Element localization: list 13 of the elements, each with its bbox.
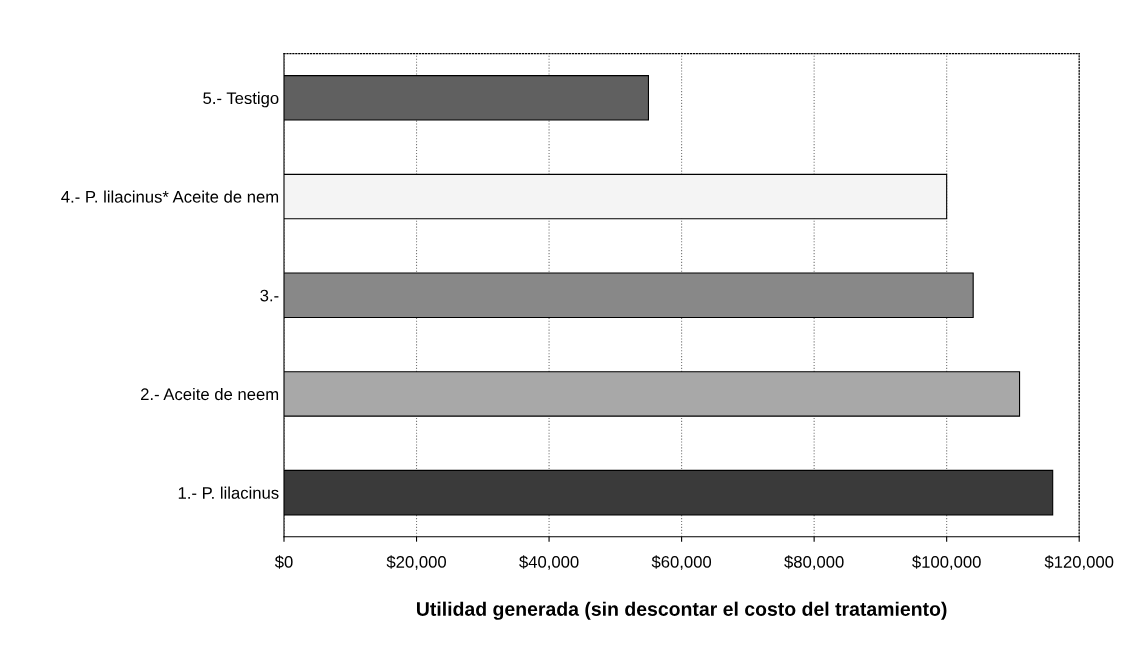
y-tick-label: 5.- Testigo <box>203 91 279 108</box>
x-tick-label: $0 <box>274 555 293 569</box>
x-tick-label: $20,000 <box>386 555 447 570</box>
x-axis-title: Utilidad generada (sin descontar el costo del tratamiento) <box>416 601 947 620</box>
x-tick-label: $120,000 <box>1044 555 1114 570</box>
y-tick-label: 4.- P. lilacinus* Aceite de nem <box>61 190 279 203</box>
x-tick-label: $80,000 <box>784 555 844 570</box>
y-tick-label: 1.- P. lilacinus <box>178 486 279 499</box>
x-tick-label: $60,000 <box>651 555 712 570</box>
x-tick-label: $40,000 <box>519 555 579 570</box>
x-tick-label: $100,000 <box>912 555 981 570</box>
y-tick-label: 2.- Aceite de neem <box>141 387 279 401</box>
y-tick-label: 3.- <box>260 289 279 302</box>
